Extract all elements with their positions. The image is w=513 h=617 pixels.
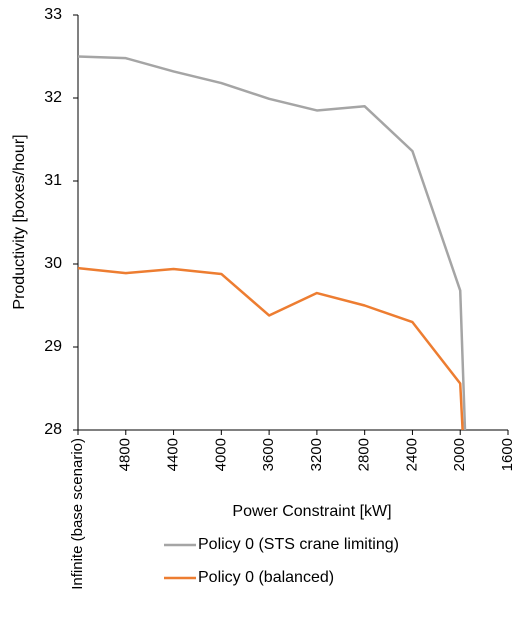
x-tick-label: 3200	[308, 438, 325, 471]
x-tick-label: 2800	[356, 438, 373, 471]
y-tick-label: 31	[44, 172, 62, 189]
x-axis-title: Power Constraint [kW]	[232, 503, 391, 520]
x-tick-label: 4000	[212, 438, 229, 471]
y-tick-label: 29	[44, 338, 62, 355]
x-tick-label: 2000	[451, 438, 468, 471]
y-tick-label: 33	[44, 6, 62, 23]
x-tick-label: 1600	[499, 438, 513, 471]
x-tick-label: 3600	[260, 438, 277, 471]
y-axis-title: Productivity [boxes/hour]	[11, 134, 28, 309]
x-tick-label: 2400	[403, 438, 420, 471]
x-tick-label: Infinite (base scenario)	[69, 438, 86, 590]
y-tick-label: 28	[44, 421, 62, 438]
y-tick-label: 30	[44, 255, 62, 272]
x-tick-label: 4400	[165, 438, 182, 471]
series-line	[77, 55, 467, 431]
x-tick-label: 4800	[117, 438, 134, 471]
legend-label: Policy 0 (balanced)	[198, 569, 334, 586]
legend-label: Policy 0 (STS crane limiting)	[198, 536, 399, 553]
series-line	[77, 266, 464, 431]
y-tick-label: 32	[44, 89, 62, 106]
